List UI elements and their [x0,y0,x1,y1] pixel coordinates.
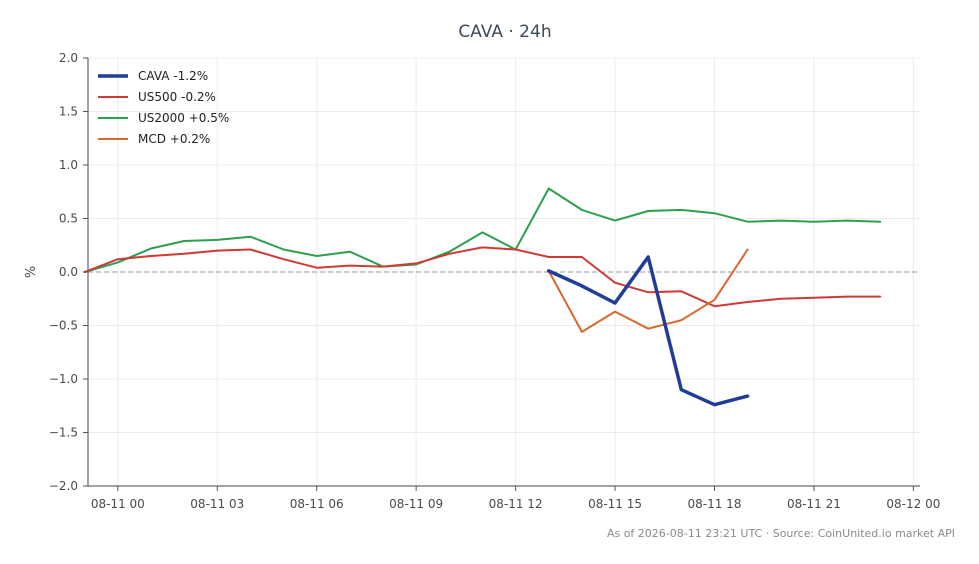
x-tick-label: 08-11 21 [787,497,841,511]
footer-source-note: As of 2026-08-11 23:21 UTC · Source: Coi… [607,527,955,540]
legend-label-mcd: MCD +0.2% [138,132,210,146]
series-layer [83,187,882,407]
x-tick-label: 08-11 18 [688,497,742,511]
x-tick-label: 08-11 15 [588,497,642,511]
legend-label-us500: US500 -0.2% [138,90,216,104]
legend-label-cava: CAVA -1.2% [138,69,208,83]
y-tick-label: −2.0 [49,479,78,493]
y-tick-label: −1.5 [49,426,78,440]
series-line-cava [546,255,750,407]
x-tick-label: 08-12 00 [886,497,940,511]
x-axis-ticks: 08-11 00 08-11 03 08-11 06 08-11 09 08-11 12… [91,486,940,511]
y-axis-ticks: 2.0 1.5 1.0 0.5 0.0 −0.5 −1.0 −1.5 −2.0 [49,51,88,493]
y-tick-label: −1.0 [49,372,78,386]
x-tick-label: 08-11 09 [389,497,443,511]
y-tick-label: 0.5 [59,212,78,226]
x-tick-label: 08-11 06 [290,497,344,511]
y-tick-label: 1.0 [59,158,78,172]
y-tick-label: −0.5 [49,319,78,333]
x-tick-label: 08-11 00 [91,497,145,511]
x-tick-label: 08-11 12 [489,497,543,511]
series-line-us500 [83,246,882,308]
series-line-mcd [547,248,749,333]
y-tick-label: 0.0 [59,265,78,279]
legend: CAVA -1.2% US500 -0.2% US2000 +0.5% MCD +0.… [98,69,229,146]
y-axis-label: % [24,266,39,278]
chart-title: CAVA · 24h [458,22,551,42]
y-tick-label: 1.5 [59,105,78,119]
y-tick-label: 2.0 [59,51,78,65]
legend-label-us2000: US2000 +0.5% [138,111,229,125]
series-line-us2000 [83,187,882,273]
x-tick-label: 08-11 03 [190,497,244,511]
